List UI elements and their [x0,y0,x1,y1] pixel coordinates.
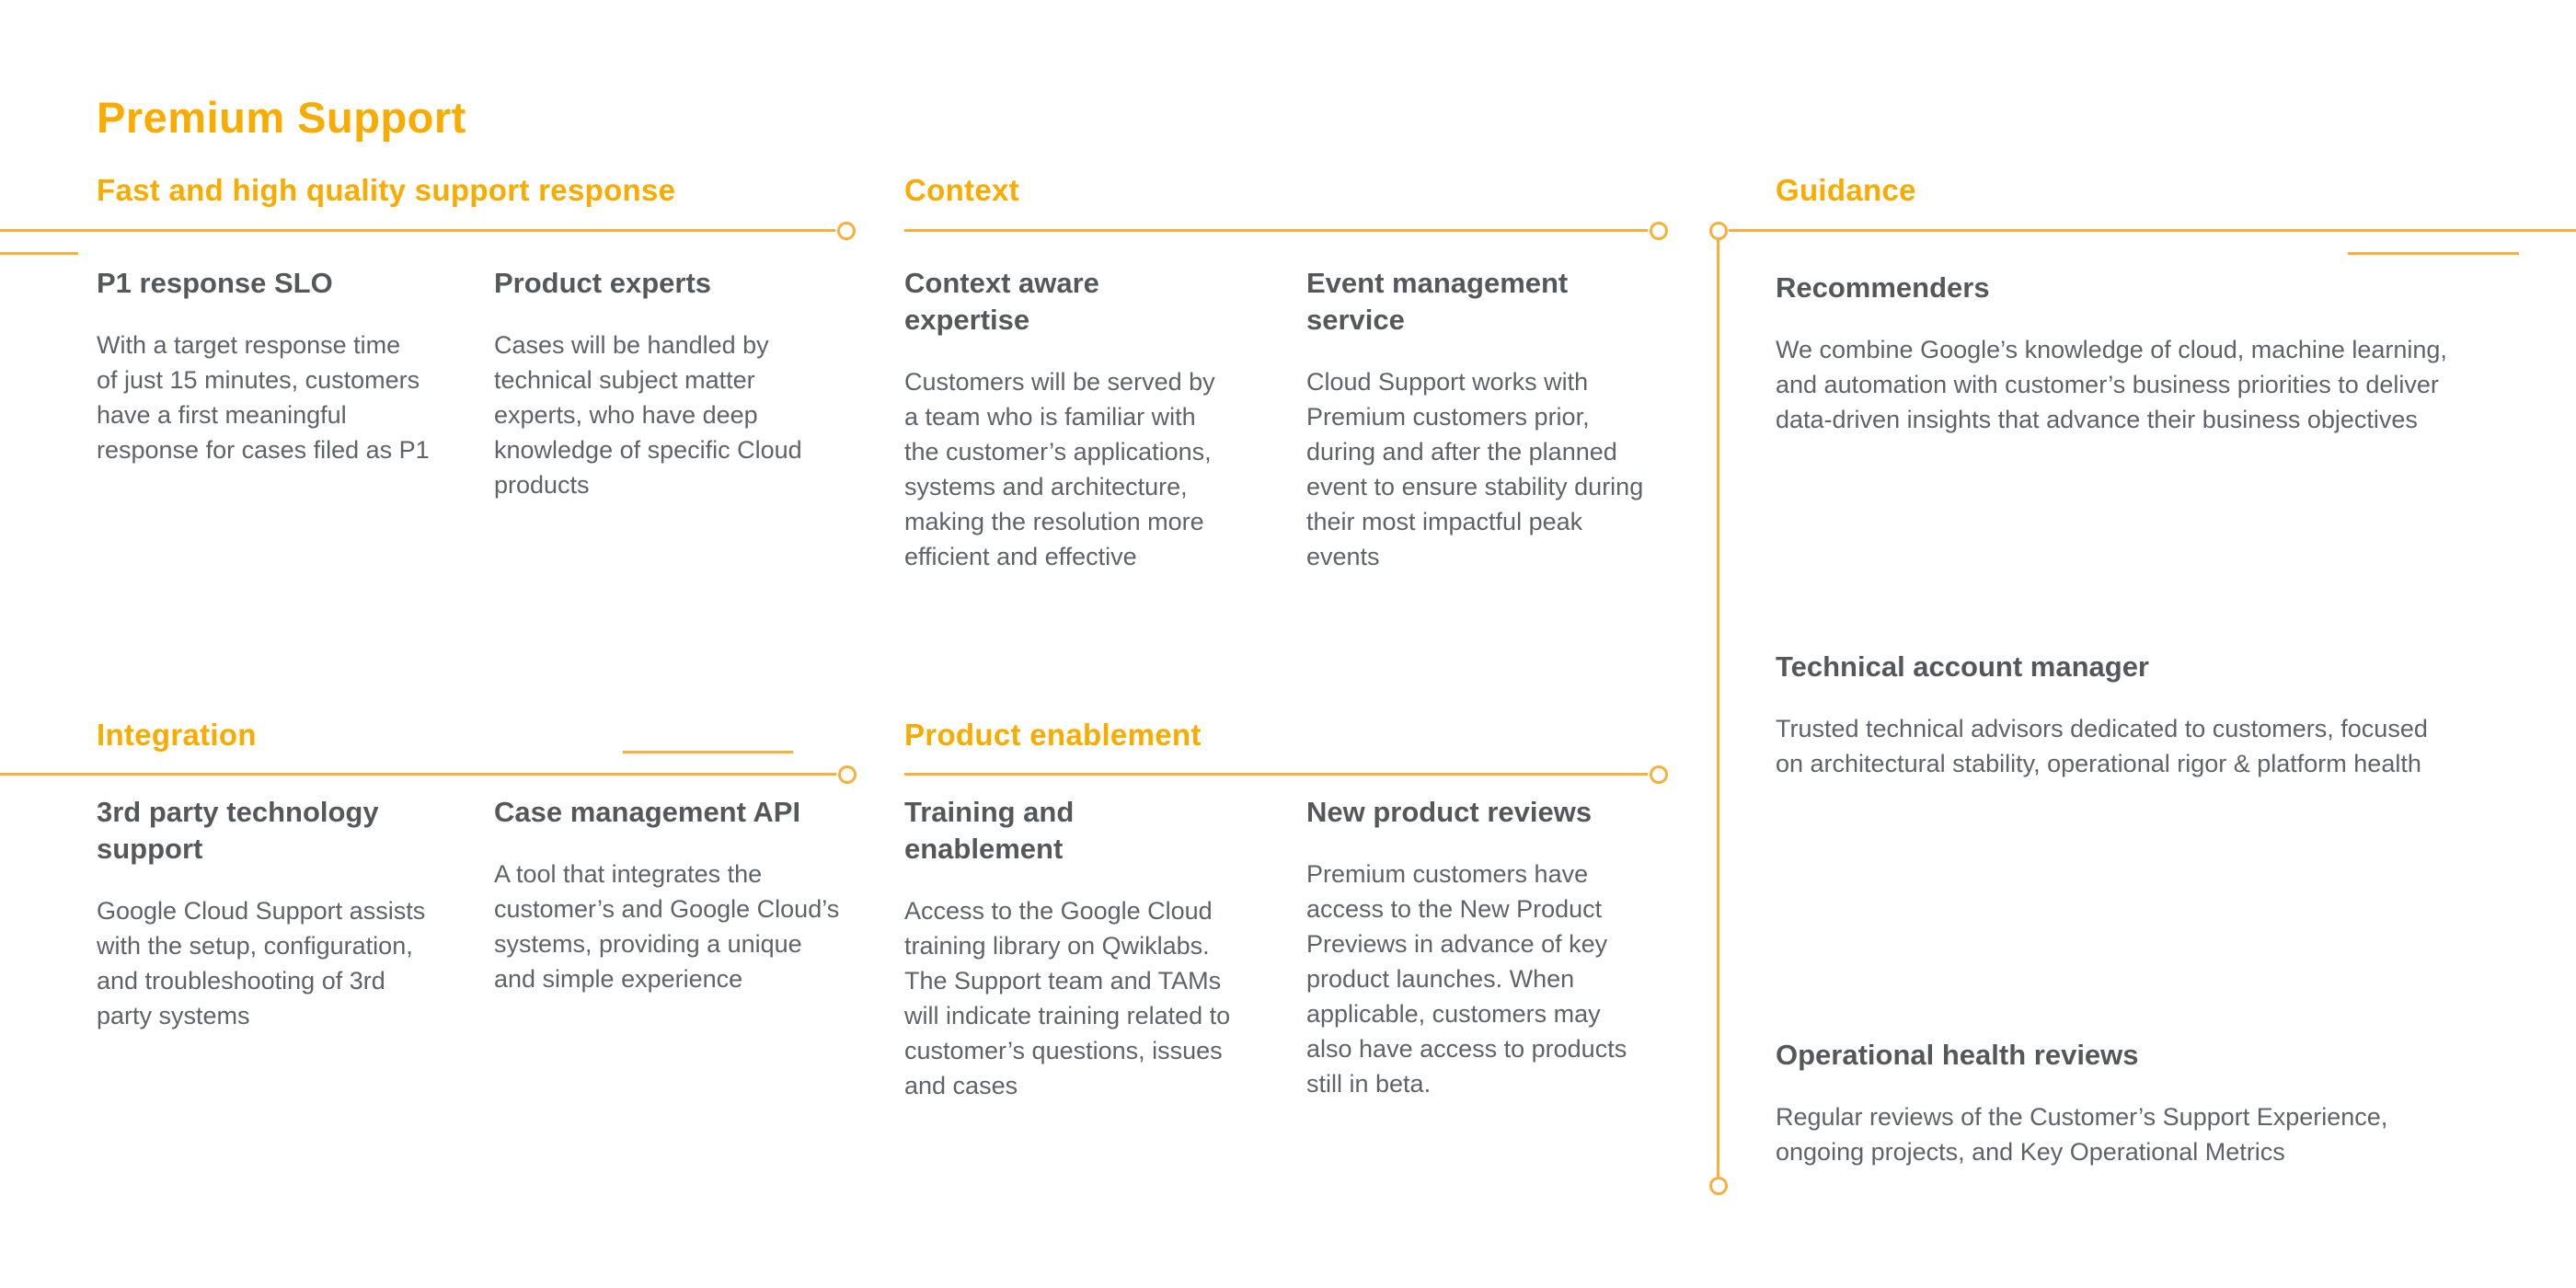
divider-line-context [904,229,1648,232]
vertical-connector-line [1717,240,1719,1177]
card-product-experts: Product experts Cases will be handled by… [494,265,876,502]
connector-circle-top [1709,222,1728,240]
card-heading: 3rd party technology support [97,796,379,865]
section-label-fast-response: Fast and high quality support response [97,173,676,207]
card-3rd-party-technology-support: 3rd party technology support Google Clou… [97,794,478,1033]
card-technical-account-manager: Technical account manager Trusted techni… [1776,649,2553,781]
divider-line-guidance [1729,229,2576,232]
card-body: Cases will be handled by technical subje… [494,331,802,499]
section-label-context: Context [904,173,1019,207]
card-heading: Case management API [494,796,801,828]
card-training-and-enablement: Training and enablement Access to the Go… [904,794,1295,1103]
card-body: Access to the Google Cloud training libr… [904,897,1231,1099]
divider-endpoint-circle-fast-response [837,222,856,240]
card-heading: Event management service [1306,267,1569,336]
card-context-aware-expertise: Context aware expertise Customers will b… [904,265,1295,574]
section-label-integration: Integration [97,718,257,752]
divider-endpoint-circle-integration [838,765,857,784]
card-body: Google Cloud Support assists with the se… [97,897,426,1029]
card-recommenders: Recommenders We combine Google’s knowled… [1776,270,2553,437]
section-label-product-enablement: Product enablement [904,718,1202,752]
card-heading: Training and enablement [904,796,1075,865]
accent-line-left-edge [0,252,78,255]
card-body: Customers will be served by a team who i… [904,368,1215,570]
page-title: Premium Support [97,93,466,142]
divider-endpoint-circle-product-enablement [1650,765,1668,784]
card-heading: Recommenders [1776,271,1990,304]
divider-line-product-enablement [904,773,1648,776]
card-operational-health-reviews: Operational health reviews Regular revie… [1776,1037,2553,1169]
card-new-product-reviews: New product reviews Premium customers ha… [1306,794,1697,1101]
card-heading: P1 response SLO [97,267,333,299]
connector-circle-bottom [1709,1177,1728,1195]
card-case-management-api: Case management API A tool that integrat… [494,794,876,996]
card-p1-response-slo: P1 response SLO With a target response t… [97,265,478,467]
divider-endpoint-circle-context [1650,222,1668,240]
accent-line-guidance [2348,252,2519,255]
card-body: With a target response time of just 15 m… [97,331,430,464]
divider-line-integration [0,773,836,776]
card-body: We combine Google’s knowledge of cloud, … [1776,336,2447,433]
card-event-management-service: Event management service Cloud Support w… [1306,265,1697,574]
divider-line-fast-response [0,229,835,232]
card-body: Cloud Support works with Premium custome… [1306,368,1644,570]
card-body: Trusted technical advisors dedicated to … [1776,715,2428,777]
card-body: Premium customers have access to the New… [1306,860,1627,1098]
card-heading: Technical account manager [1776,650,2149,683]
card-heading: New product reviews [1306,796,1593,828]
card-heading: Operational health reviews [1776,1039,2139,1071]
card-body: A tool that integrates the customer’s an… [494,860,840,993]
card-body: Regular reviews of the Customer’s Suppor… [1776,1103,2388,1166]
card-heading: Context aware expertise [904,267,1099,336]
accent-line-integration [623,751,793,753]
card-heading: Product experts [494,267,712,299]
section-label-guidance: Guidance [1776,173,1916,207]
